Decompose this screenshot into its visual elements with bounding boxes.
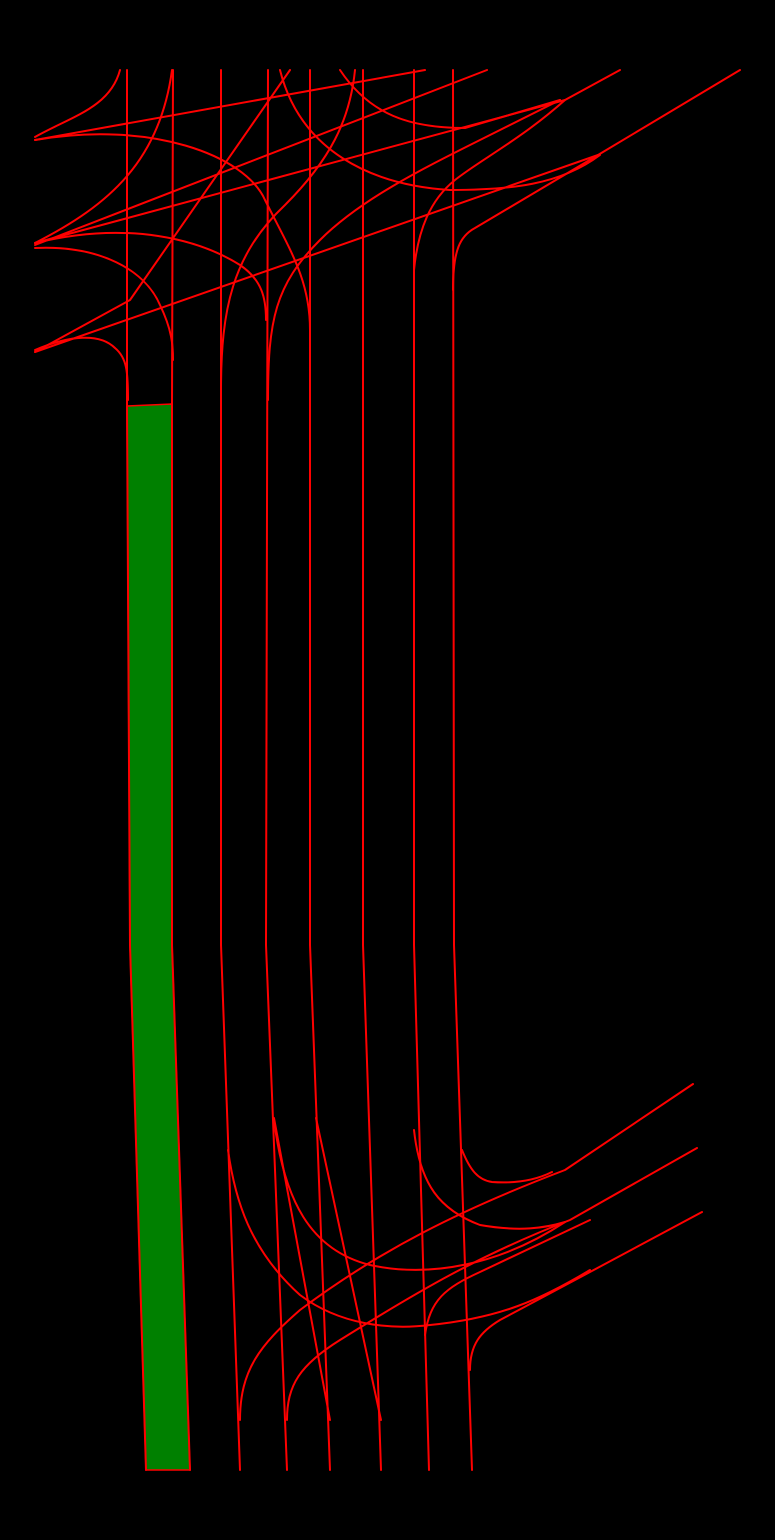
- lane-line: [34, 336, 129, 401]
- lane-line: [265, 69, 288, 1471]
- lane-line: [413, 99, 566, 271]
- lane-line: [126, 69, 147, 1471]
- lane-line: [339, 69, 561, 129]
- lane-line: [315, 1117, 382, 1421]
- lane-line: [452, 69, 473, 1471]
- lane-line: [309, 69, 331, 1471]
- lane-line: [34, 246, 174, 361]
- lane-line: [239, 1083, 694, 1421]
- lane-line: [452, 154, 599, 291]
- lane-line: [34, 69, 488, 246]
- lane-line: [413, 69, 430, 1471]
- lane-line: [220, 69, 356, 391]
- lane-line: [461, 1149, 553, 1184]
- lane-line: [34, 69, 426, 141]
- lane-line: [171, 69, 191, 1471]
- lane-line: [279, 69, 601, 191]
- lane-line: [34, 133, 311, 331]
- lane-line: [34, 69, 291, 353]
- lane-line: [273, 1119, 566, 1271]
- lane-line: [227, 1149, 591, 1328]
- lane-line: [362, 69, 382, 1471]
- lane-line: [413, 1129, 566, 1230]
- lane-line: [34, 69, 121, 138]
- lane-line: [34, 69, 173, 244]
- lane-line: [286, 1147, 698, 1421]
- lane-lines: [34, 69, 741, 1471]
- lane-line: [469, 1211, 703, 1371]
- lane-line: [267, 99, 561, 401]
- lane-line: [424, 1219, 591, 1336]
- lane-line: [34, 231, 267, 321]
